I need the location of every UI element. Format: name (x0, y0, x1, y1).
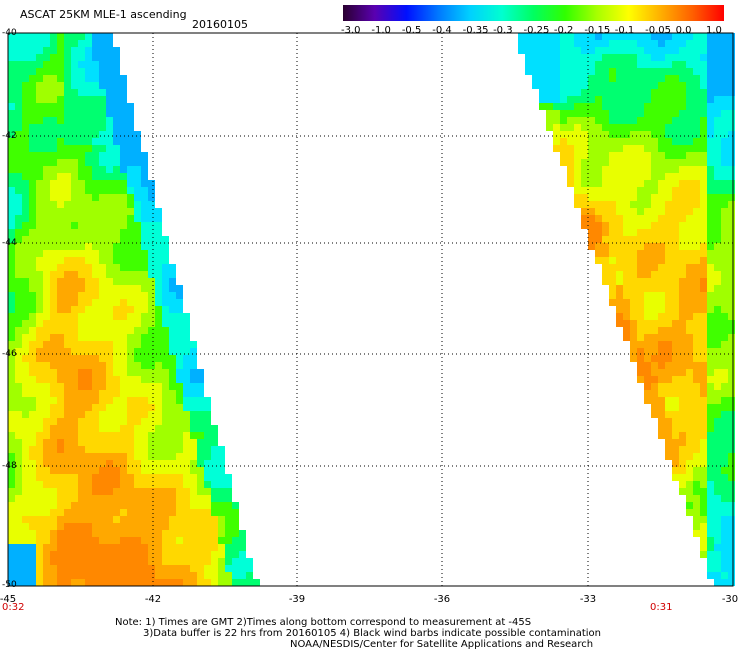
map-frame (7, 32, 734, 587)
lat-label-46: -46 (2, 349, 17, 359)
lat-label-50: -50 (2, 580, 17, 590)
color-bar-label: -1.0 (371, 25, 391, 36)
lat-label-48: -48 (2, 461, 17, 471)
note-line-1: Note: 1) Times are GMT 2)Times along bot… (115, 617, 532, 628)
color-bar-label: -0.3 (493, 25, 513, 36)
color-bar-label: -0.1 (614, 25, 635, 36)
pass-time-left: 0:32 (2, 602, 25, 613)
color-bar-label: -0.15 (584, 25, 611, 36)
lon-label-33: -33 (579, 594, 597, 605)
pass-time-right: 0:31 (650, 602, 673, 613)
swath-cells (8, 33, 735, 586)
lon-label-42: -42 (144, 594, 162, 605)
lon-label-39: -39 (288, 594, 306, 605)
note-line-3: NOAA/NESDIS/Center for Satellite Applica… (290, 639, 594, 650)
color-bar-label: -0.5 (401, 25, 422, 36)
lat-label-42: -42 (2, 131, 17, 141)
color-bar-label: -0.35 (462, 25, 489, 36)
color-bar-label: -0.05 (645, 25, 672, 36)
product-date: 20160105 (192, 18, 248, 31)
note-line-2: 3)Data buffer is 22 hrs from 20160105 4)… (143, 628, 601, 639)
lat-lon-grid (8, 33, 733, 586)
color-bar-label: 0.0 (675, 25, 692, 36)
color-bar-label: -0.25 (523, 25, 550, 36)
color-bar-label: -3.0 (341, 25, 361, 36)
lon-label-36: -36 (433, 594, 451, 605)
lon-label-45: -45 (0, 594, 17, 605)
color-bar-label: -0.4 (432, 25, 452, 36)
color-bar (343, 5, 724, 21)
lon-label-30: -30 (721, 594, 739, 605)
color-bar-label: -0.2 (553, 25, 574, 36)
color-bar-label: 1.0 (706, 25, 722, 36)
lat-label-44: -44 (2, 238, 17, 248)
lat-label-40: -40 (2, 28, 17, 38)
product-title: ASCAT 25KM MLE-1 ascending (20, 8, 187, 21)
